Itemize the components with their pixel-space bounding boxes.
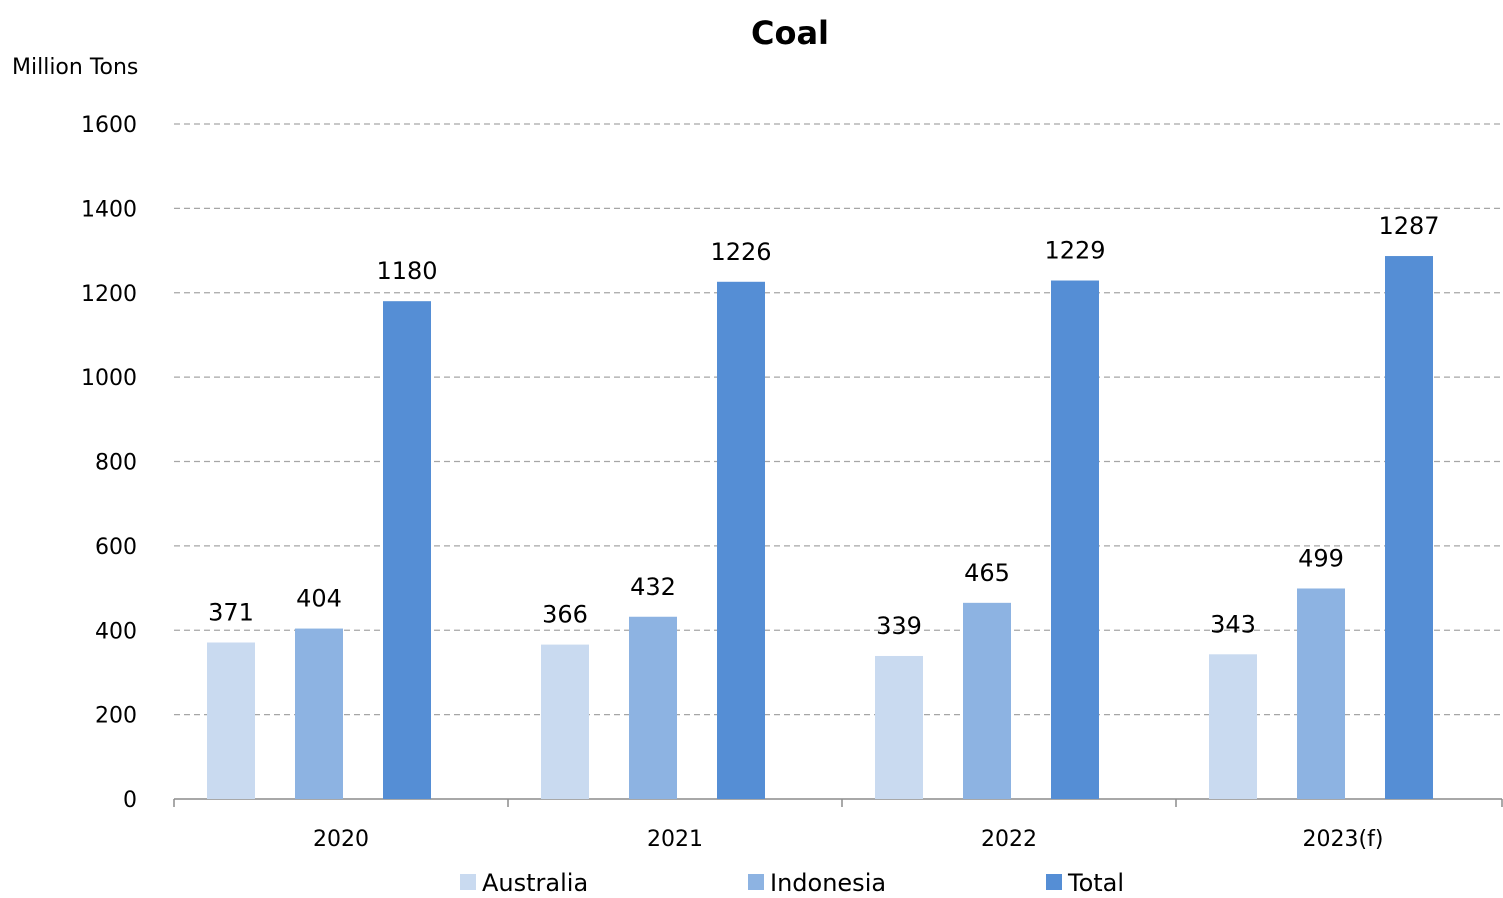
legend-label: Australia — [482, 869, 588, 894]
data-label: 404 — [296, 585, 342, 613]
data-label: 343 — [1210, 610, 1256, 638]
bar-australia — [207, 642, 255, 799]
bar-total — [383, 301, 431, 799]
axes: 0 200 400 600 800 1000 1200 1400 1600 2020 2021 202… — [81, 113, 1503, 852]
bar-total — [1051, 280, 1099, 799]
bar-australia — [541, 644, 589, 799]
bar-indonesia — [629, 616, 677, 799]
x-tick-label: 2020 — [313, 827, 369, 852]
data-label: 465 — [964, 559, 1010, 587]
data-label: 1229 — [1044, 237, 1105, 265]
bar-total — [1385, 256, 1433, 799]
data-labels: 371 404 1180 366 432 1226 339 465 1229 343 499 1287 — [208, 212, 1439, 640]
y-tick-label: 1000 — [81, 366, 137, 391]
legend-swatch-indonesia — [748, 874, 764, 890]
data-label: 1180 — [376, 257, 437, 285]
y-tick-label: 1400 — [81, 197, 137, 222]
x-tick-label: 2023(f) — [1303, 827, 1384, 852]
y-tick-label: 0 — [123, 788, 137, 813]
legend-label: Indonesia — [770, 869, 886, 894]
data-label: 1287 — [1378, 212, 1439, 240]
data-label: 371 — [208, 598, 254, 626]
y-axis-unit-label: Million Tons — [12, 55, 138, 80]
y-tick-label: 1600 — [81, 113, 137, 138]
x-tick-label: 2021 — [647, 827, 703, 852]
data-label: 366 — [542, 601, 588, 629]
data-label: 432 — [630, 573, 676, 601]
bar-australia — [1209, 654, 1257, 799]
bar-total — [717, 281, 765, 799]
data-label: 1226 — [710, 238, 771, 266]
y-tick-label: 600 — [95, 535, 137, 560]
bar-australia — [875, 655, 923, 799]
chart-title: Coal — [751, 14, 829, 52]
data-label: 499 — [1298, 544, 1344, 572]
legend: Australia Indonesia Total — [460, 869, 1124, 897]
legend-swatch-total — [1046, 874, 1062, 890]
bar-indonesia — [295, 628, 343, 799]
bar-indonesia — [1297, 588, 1345, 799]
legend-swatch-australia — [460, 874, 476, 890]
legend-label: Total — [1067, 869, 1124, 894]
bars — [207, 256, 1433, 799]
data-label: 339 — [876, 612, 922, 640]
y-tick-label: 200 — [95, 704, 137, 729]
y-tick-label: 400 — [95, 619, 137, 644]
y-tick-label: 1200 — [81, 282, 137, 307]
y-tick-label: 800 — [95, 451, 137, 476]
x-tick-label: 2022 — [981, 827, 1037, 852]
bar-indonesia — [963, 602, 1011, 799]
